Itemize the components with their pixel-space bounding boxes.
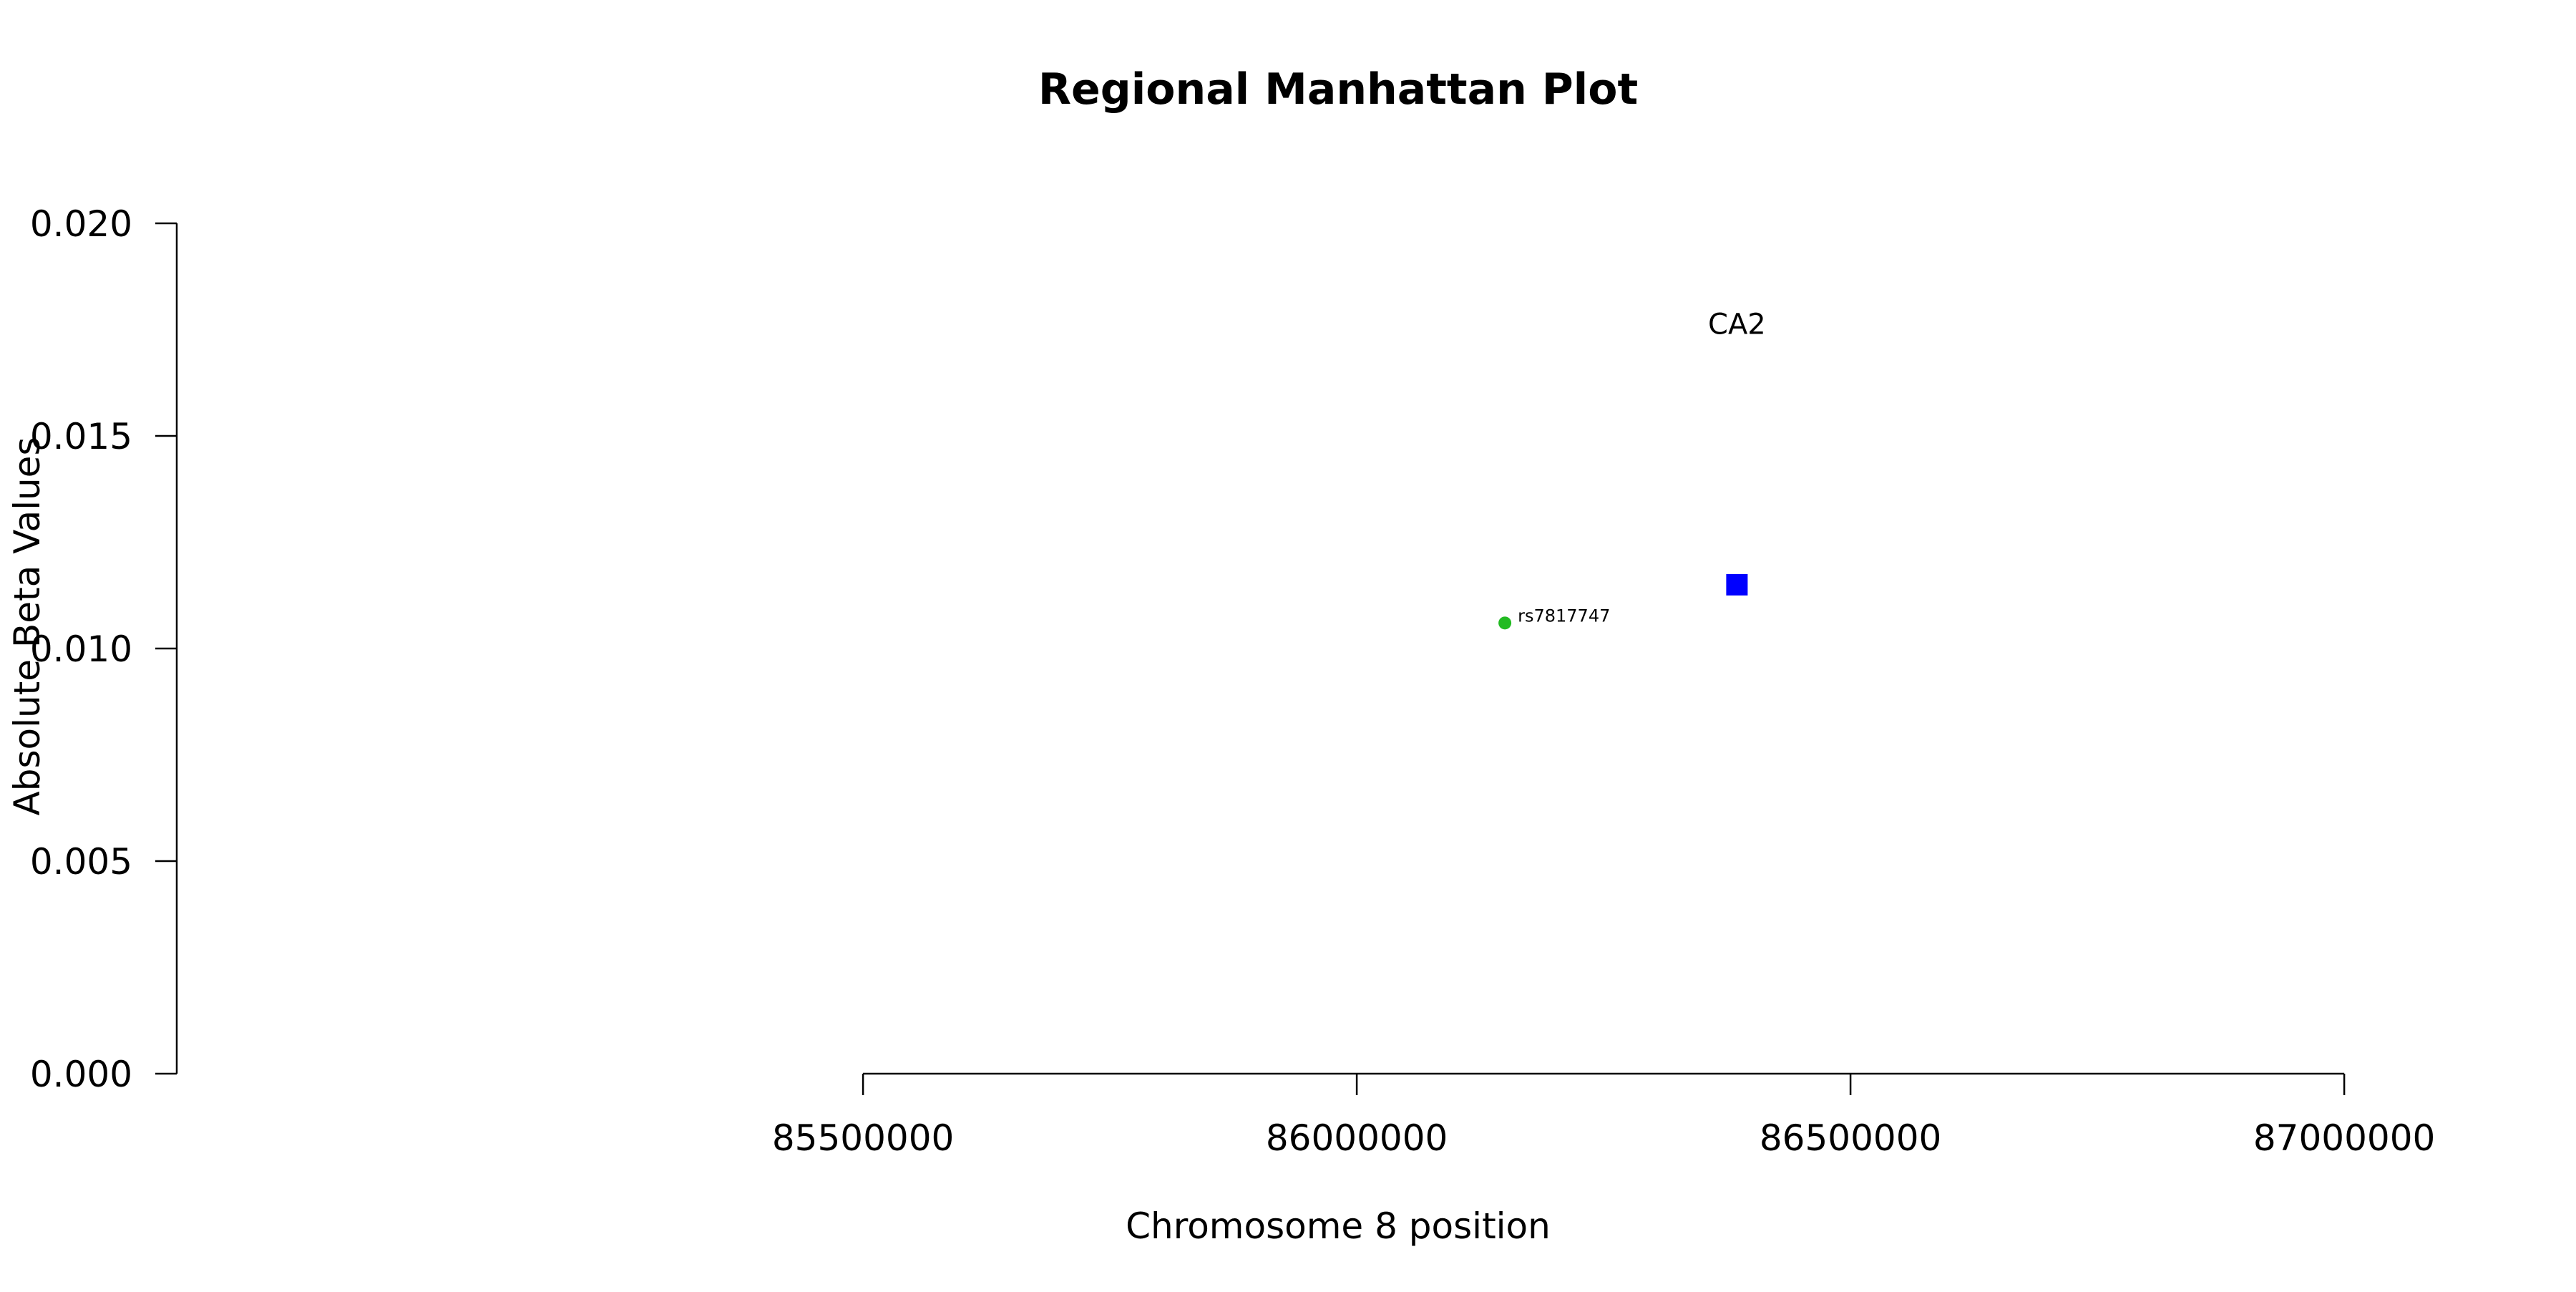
data-point-circle [1498, 616, 1512, 630]
data-points: rs7817747 [1498, 573, 1748, 630]
gene-annotation-label: CA2 [1708, 308, 1766, 341]
y-tick-label: 0.020 [30, 203, 132, 245]
point-label: rs7817747 [1518, 606, 1610, 626]
y-axis-label: Absolute Beta Values [6, 437, 48, 816]
x-tick-label: 85500000 [772, 1117, 955, 1159]
x-axis: 85500000 86000000 86500000 87000000 [772, 1072, 2436, 1159]
y-axis: 0.000 0.005 0.010 0.015 0.020 [30, 203, 178, 1095]
data-point-square [1726, 573, 1748, 596]
x-tick-label: 86000000 [1266, 1117, 1448, 1159]
y-tick-label: 0.005 [30, 841, 132, 883]
y-tick-label: 0.010 [30, 628, 132, 670]
x-tick-label: 87000000 [2253, 1117, 2436, 1159]
y-tick-label: 0.015 [30, 416, 132, 457]
y-tick-label: 0.000 [30, 1054, 132, 1095]
chart-title: Regional Manhattan Plot [1038, 64, 1638, 115]
x-tick-label: 86500000 [1760, 1117, 1942, 1159]
annotations: CA2 [1708, 308, 1766, 341]
x-axis-label: Chromosome 8 position [1126, 1205, 1551, 1247]
